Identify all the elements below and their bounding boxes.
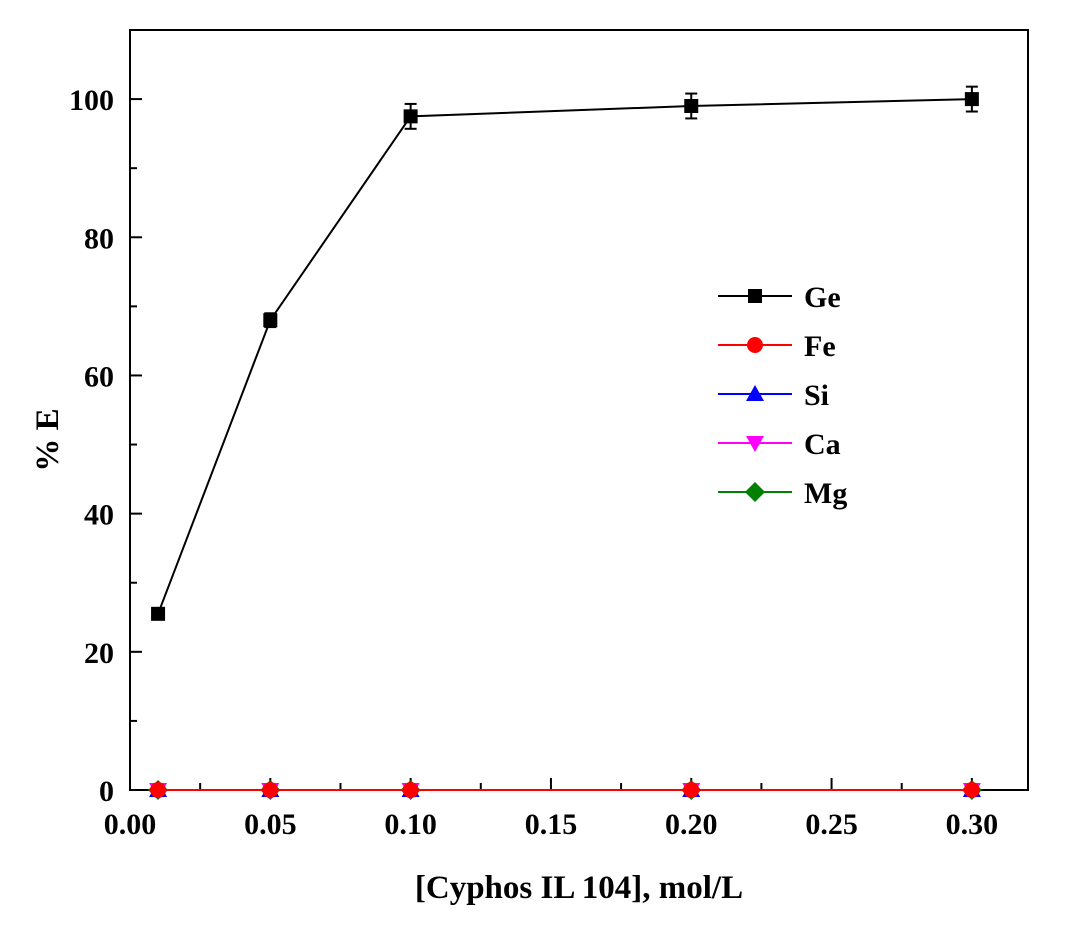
y-tick-label: 20 [84,637,114,670]
x-tick-label: 0.25 [805,808,858,841]
legend: Ge Fe Si Ca Mg [718,281,847,510]
fe-point [402,782,419,798]
ge-point [263,313,278,328]
y-tick-label: 100 [69,84,114,117]
x-tick-label: 0.05 [244,808,297,841]
legend-item-si: Si [718,379,829,412]
legend-label: Ge [804,281,841,314]
legend-item-ge: Ge [718,281,841,314]
y-tick-label: 80 [84,222,114,255]
legend-item-fe: Fe [718,330,836,363]
x-tick-label: 0.10 [384,808,437,841]
x-axis-title: [Cyphos IL 104], mol/L [415,870,743,906]
x-tick-label: 0.15 [525,808,578,841]
legend-marker [748,289,762,303]
y-axis-ticks: 0 20 40 60 80 100 [69,84,142,808]
legend-marker [746,385,764,401]
legend-marker [745,482,765,502]
series-ge [151,85,979,621]
ge-point [151,606,166,621]
fe-point [150,782,167,798]
y-axis-title: % E [30,408,66,471]
legend-label: Fe [804,330,836,363]
legend-marker [747,337,763,353]
fe-point [963,782,980,798]
y-tick-label: 60 [84,360,114,393]
x-tick-label: 0.00 [104,808,157,841]
series-layer [148,85,982,800]
fe-point [262,782,279,798]
ge-line [157,98,972,615]
legend-item-ca: Ca [718,428,841,461]
x-tick-label: 0.20 [665,808,718,841]
y-tick-label: 0 [99,775,114,808]
y-tick-label: 40 [84,499,114,532]
legend-marker [746,436,764,452]
series-fe [150,782,980,798]
ge-point [684,99,699,113]
legend-item-mg: Mg [718,477,847,510]
legend-label: Si [804,379,829,412]
legend-label: Mg [804,477,847,510]
x-axis-ticks: 0.00 0.05 0.10 0.15 0.20 0.25 0.30 [104,778,998,841]
x-tick-label: 0.30 [946,808,999,841]
legend-label: Ca [804,428,841,461]
ge-point [403,109,418,124]
plot-frame [129,29,1029,791]
ge-point [964,92,979,107]
fe-point [683,782,700,798]
